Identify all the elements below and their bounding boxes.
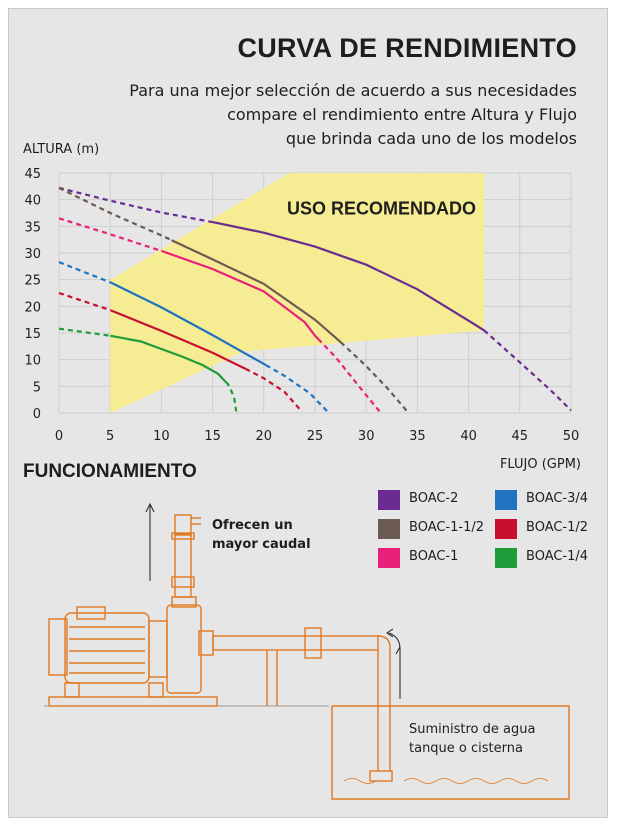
legend-label-boac-3-4: BOAC-3/4 — [526, 491, 589, 506]
series-line-boac-2-dashed-end — [483, 329, 572, 412]
legend-swatch-boac-1 — [378, 548, 400, 568]
legend-label-boac-1-1-2: BOAC-1-1/2 — [409, 520, 485, 535]
motor-coupling — [148, 620, 168, 678]
series-line-boac-1-4 — [109, 334, 227, 383]
performance-chart: USO RECOMENDADO 0 5 10 15 20 25 30 35 40 45 50 0 5 10 1… — [24, 167, 580, 444]
series-line-boac-1-2 — [109, 309, 246, 370]
legend-swatch-boac-3-4 — [495, 490, 517, 510]
series-line-boac-3-4-dashed-start — [58, 261, 111, 284]
pump-housing — [166, 604, 202, 694]
y-tick-label: 5 — [33, 380, 41, 395]
motor-terminal-box — [76, 606, 106, 620]
recommended-zone-label: USO RECOMENDADO — [287, 199, 476, 219]
page-title: CURVA DE RENDIMIENTO — [237, 33, 577, 63]
y-tick-label: 30 — [24, 247, 41, 262]
y-axis-label: ALTURA (m) — [23, 142, 100, 157]
series-line-boac-1-4-dashed-start — [58, 327, 111, 337]
x-tick-label: 50 — [563, 429, 580, 444]
discharge-top-fitting — [174, 514, 192, 536]
x-tick-label: 15 — [204, 429, 221, 444]
legend-label-boac-1-2: BOAC-1/2 — [526, 520, 589, 535]
pump-neck — [171, 596, 197, 608]
series-line-boac-3-4 — [109, 281, 267, 367]
x-tick-label: 20 — [256, 429, 273, 444]
series-line-boac-2-dashed-start — [58, 186, 213, 224]
series-line-boac-2 — [212, 221, 485, 332]
arrow-flow-curve — [388, 632, 401, 650]
x-tick-label: 0 — [55, 429, 63, 444]
x-axis-label: FLUJO (GPM) — [499, 457, 581, 472]
series-line-boac-1-2-dashed-end — [244, 367, 303, 413]
series-line-boac-1-4-dashed-end — [225, 381, 238, 412]
x-tick-label: 30 — [358, 429, 375, 444]
series-line-boac-1-1-2-dashed-end — [339, 341, 409, 413]
y-tick-label: 25 — [24, 274, 41, 289]
y-tick-label: 35 — [24, 220, 41, 235]
series-line-boac-1-1-2-dashed-start — [58, 186, 173, 242]
legend-label-boac-2: BOAC-2 — [409, 491, 459, 506]
legend-label-boac-1: BOAC-1 — [409, 549, 459, 564]
legend-swatch-boac-1-1-2 — [378, 519, 400, 539]
supply-line-1: Suministro de agua — [409, 722, 536, 737]
x-tick-label: 35 — [409, 429, 426, 444]
pump-base — [48, 696, 218, 707]
series-line-boac-1 — [161, 249, 319, 340]
supply-line-2: tanque o cisterna — [409, 741, 523, 756]
series-line-boac-1-dashed-end — [317, 338, 381, 413]
suction-elbow-outer — [377, 635, 391, 771]
legend-swatch-boac-1-2 — [495, 519, 517, 539]
base-foot-left — [64, 682, 80, 698]
legend-swatch-boac-2 — [378, 490, 400, 510]
x-tick-label: 5 — [106, 429, 114, 444]
x-tick-label: 40 — [460, 429, 477, 444]
legend-label-boac-1-4: BOAC-1/4 — [526, 549, 589, 564]
suction-flange-pump — [198, 630, 214, 656]
y-tick-label: 0 — [33, 407, 41, 422]
base-foot-right — [148, 682, 164, 698]
arrow-up-icon — [145, 502, 155, 513]
flow-note-line-1: Ofrecen un — [212, 518, 293, 533]
y-tick-label: 15 — [24, 327, 41, 342]
arrow-flow-head — [395, 646, 401, 655]
foot-valve — [369, 770, 393, 782]
y-tick-label: 10 — [24, 354, 41, 369]
subtitle-line-2: compare el rendimiento entre Altura y Fl… — [227, 105, 577, 124]
legend-swatch-boac-1-4 — [495, 548, 517, 568]
suction-pipe — [212, 635, 379, 651]
performance-card: CURVA DE RENDIMIENTO Para una mejor sele… — [8, 8, 608, 818]
subtitle-line-1: Para una mejor selección de acuerdo a su… — [129, 81, 577, 100]
flow-note-line-2: mayor caudal — [212, 537, 311, 552]
y-tick-label: 40 — [24, 194, 41, 209]
section-title: FUNCIONAMIENTO — [23, 461, 197, 482]
water-waves — [343, 778, 549, 784]
x-tick-label: 45 — [512, 429, 529, 444]
recommended-zone — [110, 173, 484, 413]
discharge-flange-lower — [171, 576, 195, 588]
series-line-boac-3-4-dashed-end — [265, 364, 329, 413]
discharge-flange-upper — [171, 532, 195, 540]
y-tick-label: 20 — [24, 300, 41, 315]
suction-union — [304, 627, 322, 659]
x-tick-label: 10 — [153, 429, 170, 444]
series-line-boac-1-2-dashed-start — [58, 291, 111, 312]
discharge-pipe — [174, 533, 192, 598]
y-tick-label: 45 — [24, 167, 41, 182]
motor-end-cap — [48, 618, 68, 676]
x-tick-label: 25 — [307, 429, 324, 444]
motor-body — [64, 612, 150, 684]
series-line-boac-1-1-2 — [171, 239, 342, 343]
subtitle-line-3: que brinda cada uno de los modelos — [285, 129, 577, 148]
arrow-flow-icon — [386, 628, 394, 638]
